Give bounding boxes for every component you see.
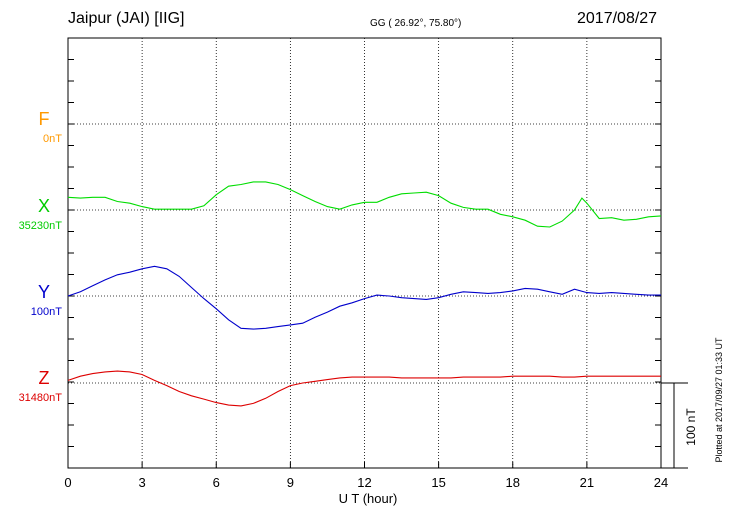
chart-date: 2017/08/27 — [577, 10, 658, 27]
series-line-X — [67, 181, 662, 228]
x-tick-label: 3 — [139, 475, 146, 490]
x-tick-label: 9 — [287, 475, 294, 490]
x-tick-label: 24 — [654, 475, 668, 490]
x-tick-labels: 0 3 6 9 12 15 18 21 24 — [64, 462, 668, 490]
baseline-F: 0nT — [43, 133, 62, 145]
label-F: F — [39, 109, 50, 129]
baseline-Y: 100nT — [31, 306, 62, 318]
x-tick-label: 12 — [357, 475, 371, 490]
x-tick-label: 0 — [64, 475, 71, 490]
scale-bar: 100 nT — [661, 382, 698, 469]
x-tick-label: 6 — [213, 475, 220, 490]
y-tick-marks — [68, 59, 661, 447]
plotted-note: Plotted at 2017/09/27 01:33 UT — [714, 337, 724, 463]
scale-bar-label: 100 nT — [684, 408, 698, 446]
plot-frame — [67, 37, 662, 469]
series-line-Y — [67, 265, 661, 330]
station-coordinates: GG ( 26.92°, 75.80°) — [370, 18, 462, 29]
x-axis-label: U T (hour) — [339, 491, 398, 506]
series-lines — [67, 181, 662, 407]
label-Y: Y — [38, 282, 50, 302]
x-tick-label: 15 — [431, 475, 445, 490]
station-title: Jaipur (JAI) [IIG] — [68, 10, 185, 27]
baseline-X: 35230nT — [19, 220, 63, 232]
x-tick-label: 21 — [580, 475, 594, 490]
x-tick-label: 18 — [506, 475, 520, 490]
label-Z: Z — [39, 368, 50, 388]
grid-lines — [68, 38, 661, 468]
label-X: X — [38, 196, 50, 216]
series-line-Z — [67, 370, 661, 407]
baseline-Z: 31480nT — [19, 392, 63, 404]
